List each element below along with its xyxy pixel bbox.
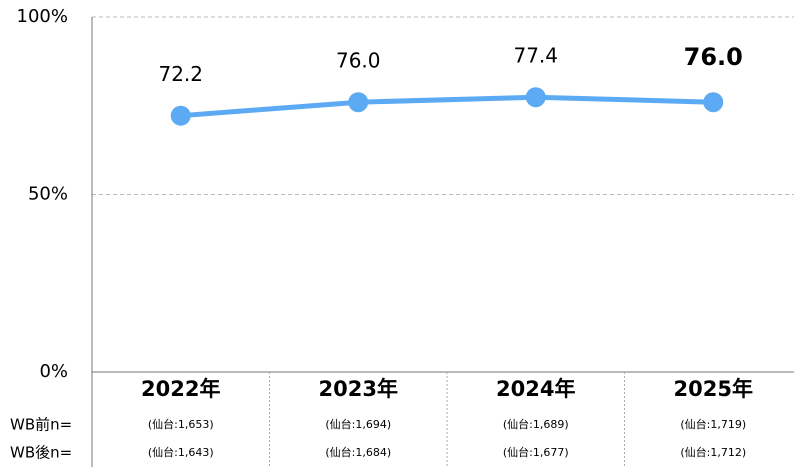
y-tick-label: 100% (17, 6, 68, 27)
value-label: 76.0 (336, 49, 381, 73)
row-label: WB後n= (10, 444, 72, 462)
value-label: 77.4 (513, 44, 558, 68)
table-cell: (仙台:1,643) (148, 445, 214, 459)
value-label: 72.2 (158, 62, 203, 86)
x-tick-label: 2024年 (496, 377, 575, 401)
row-label: WB前n= (10, 416, 72, 434)
point (525, 87, 546, 108)
table-cell: (仙台:1,677) (503, 445, 569, 459)
line (180, 94, 714, 119)
table-cell: (仙台:1,719) (680, 417, 746, 431)
point (703, 92, 724, 113)
point (348, 92, 369, 113)
table-cell: (仙台:1,684) (325, 445, 391, 459)
table-cell: (仙台:1,712) (680, 445, 746, 459)
y-tick-label: 0% (39, 361, 68, 382)
table-cell: (仙台:1,653) (148, 417, 214, 431)
x-tick-label: 2025年 (674, 377, 753, 401)
point (170, 105, 191, 126)
table-cell: (仙台:1,694) (325, 417, 391, 431)
y-tick-label: 50% (28, 184, 68, 205)
x-tick-label: 2022年 (141, 377, 220, 401)
x-tick-label: 2023年 (319, 377, 398, 401)
value-label: 76.0 (684, 43, 743, 71)
table-cell: (仙台:1,689) (503, 417, 569, 431)
